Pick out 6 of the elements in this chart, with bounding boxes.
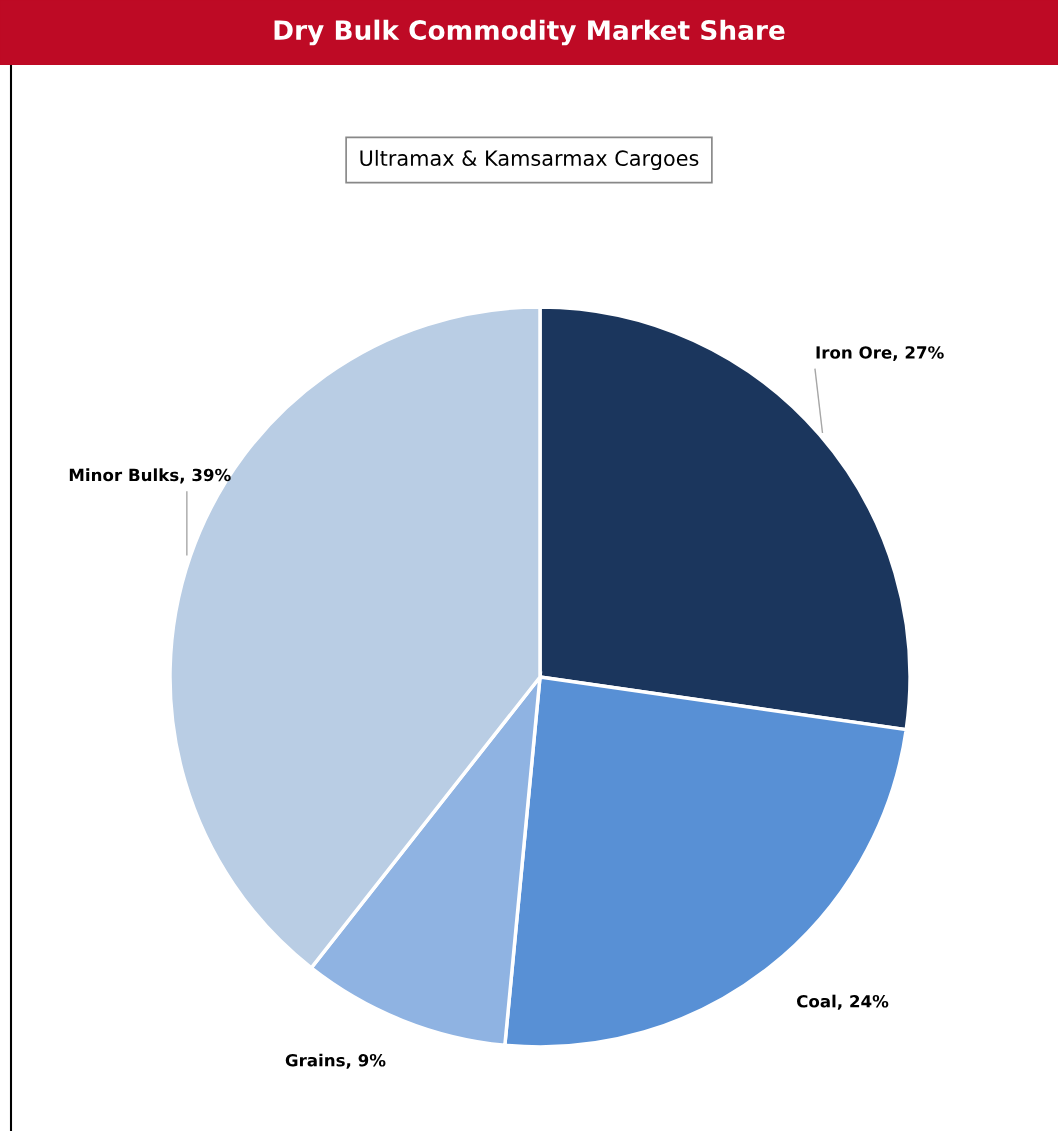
- slice-label: Minor Bulks, 39%: [69, 468, 231, 484]
- slice-label: Coal, 24%: [797, 994, 889, 1010]
- chart-title: Dry Bulk Commodity Market Share: [274, 19, 785, 46]
- slice-label: Grains, 9%: [285, 1053, 386, 1069]
- slice-label: Iron Ore, 27%: [816, 346, 944, 361]
- chart-subtitle: Ultramax & Kamsarmax Cargoes: [360, 149, 699, 171]
